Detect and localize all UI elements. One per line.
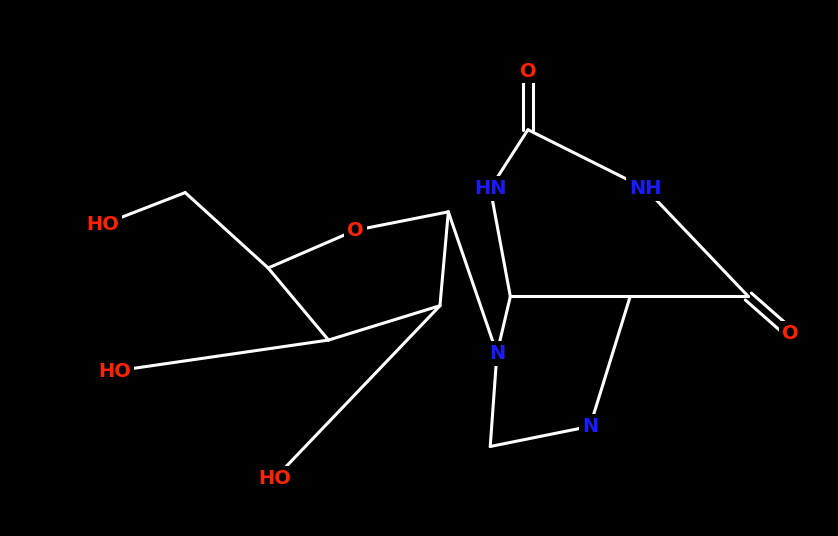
Text: HO: HO — [258, 469, 292, 488]
Text: O: O — [347, 221, 364, 240]
Text: O: O — [520, 62, 536, 80]
Text: HN: HN — [474, 179, 506, 198]
Text: O: O — [782, 324, 799, 343]
Text: N: N — [489, 344, 505, 363]
Text: N: N — [582, 417, 598, 436]
Text: HO: HO — [98, 362, 132, 381]
Text: NH: NH — [629, 179, 661, 198]
Text: HO: HO — [86, 215, 120, 234]
